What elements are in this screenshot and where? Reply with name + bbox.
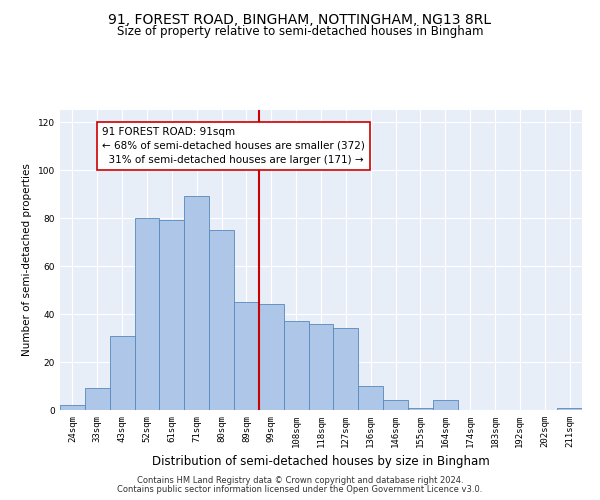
X-axis label: Distribution of semi-detached houses by size in Bingham: Distribution of semi-detached houses by … [152, 456, 490, 468]
Bar [383, 400, 408, 410]
Bar [60, 405, 85, 410]
Bar [259, 304, 284, 410]
Text: Contains HM Land Registry data © Crown copyright and database right 2024.: Contains HM Land Registry data © Crown c… [137, 476, 463, 485]
Text: Contains public sector information licensed under the Open Government Licence v3: Contains public sector information licen… [118, 485, 482, 494]
Bar [110, 336, 134, 410]
Text: 91, FOREST ROAD, BINGHAM, NOTTINGHAM, NG13 8RL: 91, FOREST ROAD, BINGHAM, NOTTINGHAM, NG… [109, 12, 491, 26]
Bar [408, 408, 433, 410]
Bar [334, 328, 358, 410]
Bar [358, 386, 383, 410]
Bar [284, 321, 308, 410]
Bar [85, 388, 110, 410]
Bar [184, 196, 209, 410]
Bar [209, 230, 234, 410]
Bar [160, 220, 184, 410]
Bar [134, 218, 160, 410]
Y-axis label: Number of semi-detached properties: Number of semi-detached properties [22, 164, 32, 356]
Bar [308, 324, 334, 410]
Text: 91 FOREST ROAD: 91sqm
← 68% of semi-detached houses are smaller (372)
  31% of s: 91 FOREST ROAD: 91sqm ← 68% of semi-deta… [102, 127, 365, 165]
Bar [433, 400, 458, 410]
Bar [557, 408, 582, 410]
Text: Size of property relative to semi-detached houses in Bingham: Size of property relative to semi-detach… [117, 25, 483, 38]
Bar [234, 302, 259, 410]
